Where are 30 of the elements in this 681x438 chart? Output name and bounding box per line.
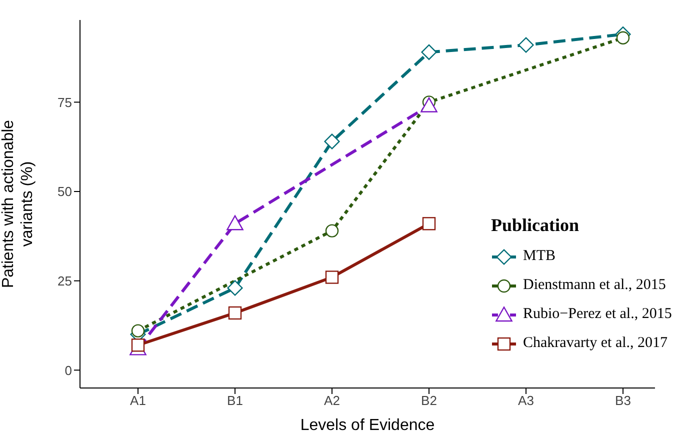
y-tick-label: 25: [58, 273, 72, 288]
legend-label: Rubio−Perez et al., 2015: [523, 306, 672, 323]
x-tick-label: A1: [130, 393, 146, 408]
point: [422, 217, 436, 230]
y-tick-label: 0: [64, 362, 72, 378]
point: [131, 324, 145, 338]
x-tick-label: A3: [518, 393, 534, 408]
x-tick-label: A2: [324, 393, 340, 408]
point: [131, 338, 145, 352]
point: [324, 134, 340, 150]
point: [227, 280, 243, 296]
y-axis-title: Patients with actionable variants (%): [0, 120, 36, 288]
x-tick-label: B2: [421, 393, 437, 408]
x-axis-title: Levels of Evidence: [300, 417, 435, 434]
point: [228, 306, 242, 320]
legend-title: Publication: [491, 215, 580, 236]
legend-label: MTB: [523, 248, 556, 265]
x-tick-label: B1: [227, 393, 243, 408]
point: [420, 97, 438, 112]
legend-label: Chakravarty et al., 2017: [523, 335, 668, 352]
legend-label: Dienstmann et al., 2015: [523, 277, 666, 294]
x-tick-label: B3: [615, 393, 631, 408]
point: [421, 44, 437, 60]
point: [518, 37, 534, 53]
y-tick-label: 75: [58, 94, 72, 110]
point: [325, 270, 339, 284]
point: [226, 215, 244, 230]
y-tick-label: 50: [58, 184, 72, 200]
point: [325, 224, 339, 238]
point: [616, 31, 630, 44]
